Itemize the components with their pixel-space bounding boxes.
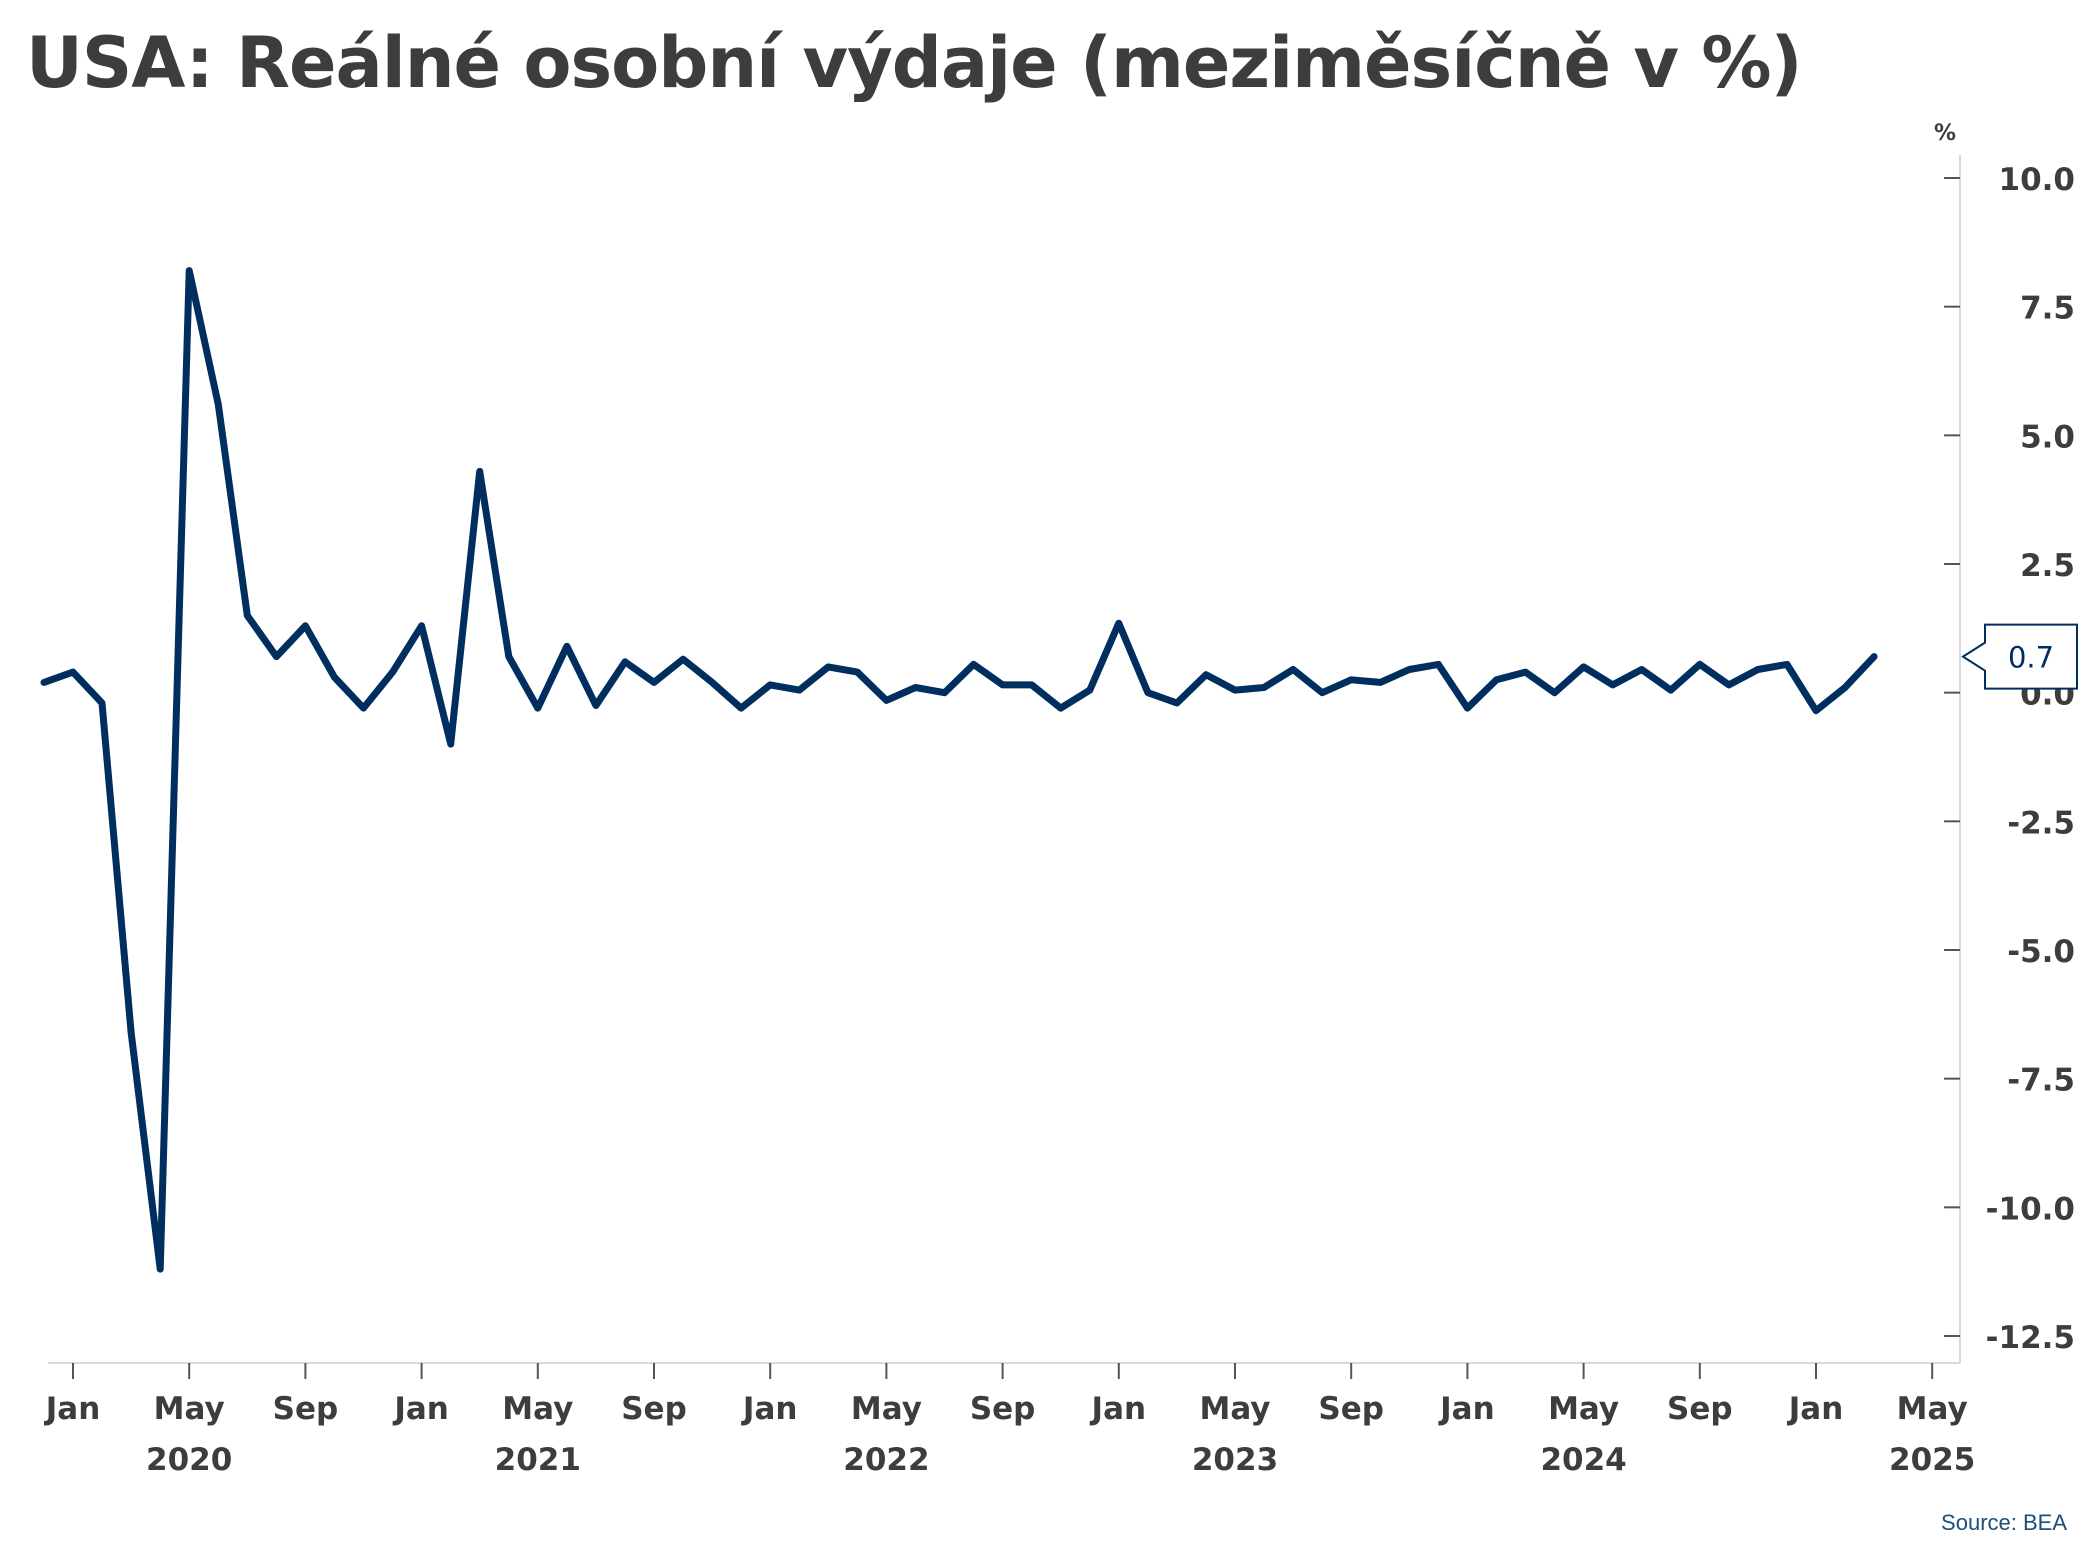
y-tick-label: 10.0	[1999, 162, 2076, 198]
x-year-label: 2021	[495, 1442, 581, 1478]
y-axis-ticks: 10.07.55.02.50.0-2.5-5.0-7.5-10.0-12.5	[1944, 162, 2075, 1356]
x-year-label: 2023	[1192, 1442, 1278, 1478]
last-value-label: 0.7	[2008, 641, 2054, 675]
x-year-label: 2022	[843, 1442, 929, 1478]
x-tick-label: May	[851, 1391, 922, 1427]
x-tick-label: Sep	[1318, 1391, 1384, 1427]
x-year-label: 2020	[146, 1442, 232, 1478]
x-tick-label: May	[1897, 1391, 1968, 1427]
x-tick-label: May	[1548, 1391, 1619, 1427]
x-tick-label: May	[1199, 1391, 1270, 1427]
last-value-box	[1961, 623, 2078, 690]
y-tick-label: -5.0	[2007, 934, 2075, 970]
y-tick-label: -10.0	[1986, 1191, 2075, 1227]
y-tick-label: -12.5	[1986, 1320, 2075, 1356]
y-tick-label: 2.5	[2020, 548, 2075, 584]
source-note: Source: BEA	[1941, 1510, 2067, 1535]
x-tick-label: Jan	[44, 1391, 101, 1427]
x-tick-label: Sep	[273, 1391, 339, 1427]
y-tick-label: -7.5	[2007, 1063, 2075, 1099]
chart-axes	[48, 155, 1961, 1364]
x-tick-label: Jan	[1787, 1391, 1844, 1427]
y-tick-label: -2.5	[2007, 805, 2075, 841]
x-tick-label: May	[154, 1391, 225, 1427]
chart-title: USA: Reálné osobní výdaje (meziměsíčně v…	[26, 22, 1802, 104]
last-value-callout: 0.7	[1961, 623, 2078, 690]
series-line	[40, 267, 1878, 1273]
y-tick-label: 7.5	[2020, 291, 2075, 327]
x-axis-ticks: Jan May Sep Jan May Sep Jan May Sep Jan May Sep Jan M…	[44, 1363, 1975, 1478]
series-layer	[40, 267, 1878, 1273]
x-tick-label: Jan	[1090, 1391, 1147, 1427]
x-tick-label: Sep	[1667, 1391, 1733, 1427]
x-year-label: 2025	[1889, 1442, 1975, 1478]
x-year-label: 2024	[1540, 1442, 1626, 1478]
x-tick-label: Jan	[741, 1391, 798, 1427]
y-tick-label: 5.0	[2020, 419, 2075, 455]
x-tick-label: Sep	[970, 1391, 1036, 1427]
x-tick-label: Jan	[392, 1391, 449, 1427]
x-tick-label: Sep	[621, 1391, 687, 1427]
x-tick-label: May	[502, 1391, 573, 1427]
x-tick-label: Jan	[1438, 1391, 1495, 1427]
y-axis-unit-label: %	[1934, 121, 1956, 146]
